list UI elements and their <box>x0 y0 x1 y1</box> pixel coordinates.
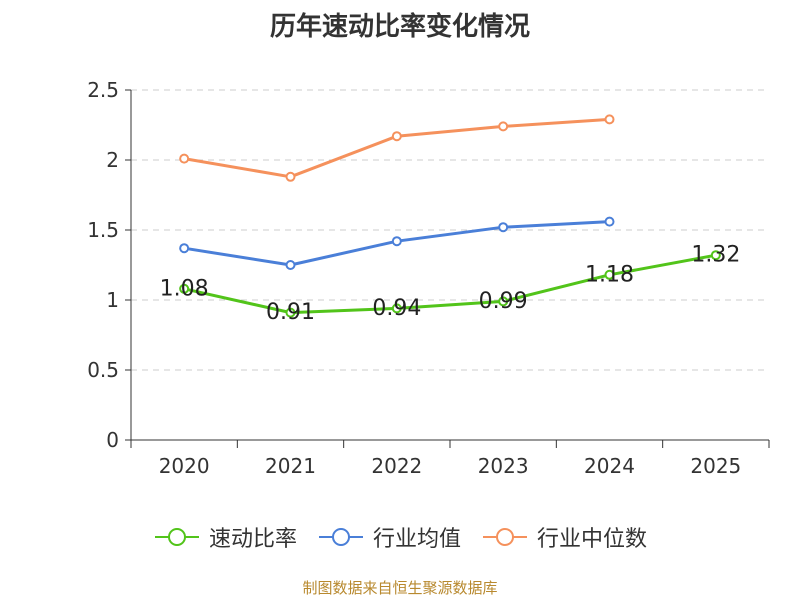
x-tick-label: 2022 <box>371 454 422 478</box>
legend-label: 行业均值 <box>372 527 461 552</box>
legend-label: 速动比率 <box>208 527 297 552</box>
legend-marker-industry-mean <box>318 528 363 546</box>
data-point <box>285 171 296 182</box>
chart-title: 历年速动比率变化情况 <box>269 12 530 42</box>
data-point <box>710 250 721 261</box>
y-tick-label: 0 <box>106 428 119 452</box>
data-label: 0.94 <box>372 296 421 321</box>
x-tick-label: 2023 <box>478 454 529 478</box>
axes: 0 0.5 1 1.5 2 2.5 2020 2021 2022 2023 2024 2025 <box>87 78 770 478</box>
data-point <box>604 216 615 227</box>
data-label: 0.91 <box>266 300 315 325</box>
legend-dot <box>167 528 186 546</box>
data-label: 0.99 <box>479 289 528 314</box>
legend-label: 行业中位数 <box>537 527 648 552</box>
x-tick-label: 2025 <box>690 454 741 478</box>
x-tick-label: 2021 <box>265 454 316 478</box>
data-point <box>285 260 296 270</box>
legend-marker-industry-median <box>483 528 527 546</box>
x-tick-label: 2020 <box>159 454 210 478</box>
data-point <box>391 131 402 142</box>
data-labels: 1.08 0.91 0.94 0.99 1.18 1.32 <box>160 243 741 325</box>
y-tick-label: 2 <box>106 148 119 172</box>
data-point <box>391 303 402 314</box>
source-note: 制图数据来自恒生聚源数据库 <box>302 579 498 597</box>
data-point <box>179 243 190 254</box>
legend-dot <box>496 528 514 546</box>
legend-marker-quick-ratio <box>154 528 199 546</box>
data-point <box>179 153 190 164</box>
data-label: 1.32 <box>691 243 740 268</box>
x-tick-label: 2024 <box>584 454 635 478</box>
legend: 速动比率 行业均值 行业中位数 <box>0 520 800 554</box>
y-tick-label: 1.5 <box>87 218 119 242</box>
legend-item-industry-mean[interactable]: 行业均值 <box>317 521 461 553</box>
data-point <box>604 269 615 280</box>
legend-item-industry-median[interactable]: 行业中位数 <box>481 521 647 553</box>
y-tick-label: 1 <box>106 288 119 312</box>
series-layer <box>179 114 721 318</box>
data-point <box>604 114 615 125</box>
data-point <box>391 236 402 247</box>
data-point <box>498 296 509 307</box>
data-point <box>179 283 190 294</box>
data-point <box>498 222 509 233</box>
data-point <box>285 307 296 318</box>
series-line <box>183 117 610 179</box>
y-tick-label: 2.5 <box>87 78 119 102</box>
series-line <box>183 253 717 315</box>
legend-item-quick-ratio[interactable]: 速动比率 <box>153 521 297 553</box>
data-label: 1.08 <box>160 276 209 301</box>
data-point <box>498 121 509 132</box>
y-tick-label: 0.5 <box>87 358 119 382</box>
grid-lines <box>131 89 769 371</box>
data-label: 1.18 <box>585 262 634 287</box>
legend-dot <box>331 528 350 546</box>
